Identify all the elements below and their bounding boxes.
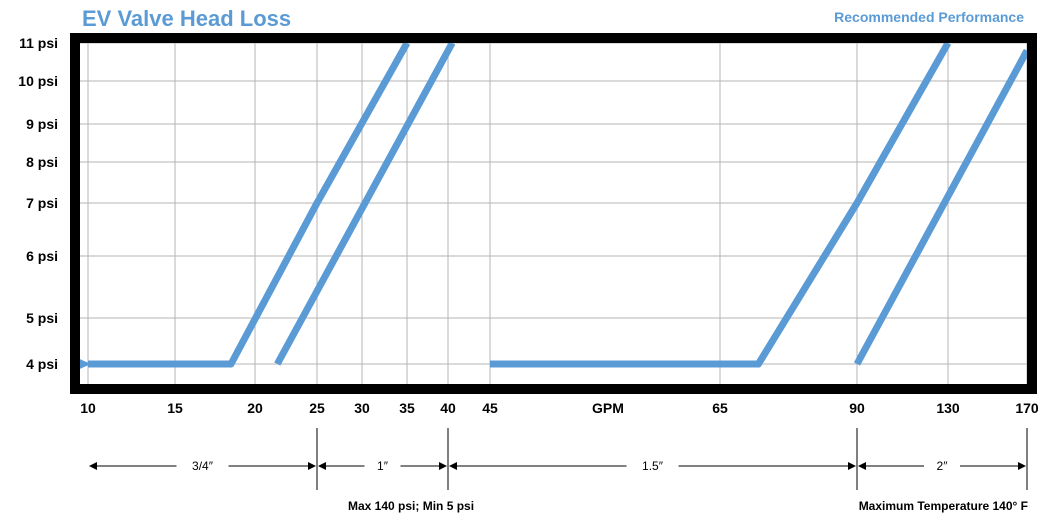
y-tick-label: 5 psi [26, 310, 58, 326]
x-tick-labels: 10 15 20 25 30 35 40 45 65 90 130 170 GPM [80, 400, 1039, 416]
chart-title: EV Valve Head Loss [82, 6, 291, 31]
x-tick-label: 30 [354, 400, 370, 416]
x-tick-label: 10 [80, 400, 96, 416]
series-line-4 [853, 48, 1031, 366]
series-lines [75, 41, 1031, 371]
y-tick-label: 4 psi [26, 356, 58, 372]
y-tick-label: 11 psi [19, 35, 58, 51]
x-axis-label: GPM [592, 400, 624, 416]
pressure-note: Max 140 psi; Min 5 psi [348, 499, 474, 513]
y-tick-label: 7 psi [26, 195, 58, 211]
x-tick-label: 35 [399, 400, 415, 416]
temperature-note: Maximum Temperature 140° F [859, 499, 1028, 513]
gridlines [75, 38, 1032, 389]
series-line-2 [274, 41, 456, 366]
size-range-label: 1.5″ [642, 459, 664, 473]
x-tick-label: 25 [309, 400, 325, 416]
size-range-label: 2″ [937, 459, 949, 473]
size-ranges: 3/4″ 1″ 1.5″ 2″ [89, 428, 1028, 490]
series-line-1 [75, 41, 411, 371]
chart-subtitle: Recommended Performance [834, 9, 1024, 25]
size-range-label: 3/4″ [192, 459, 214, 473]
x-tick-label: 15 [167, 400, 183, 416]
x-tick-label: 40 [440, 400, 456, 416]
x-tick-label: 20 [247, 400, 263, 416]
y-tick-labels: 4 psi 5 psi 6 psi 7 psi 8 psi 9 psi 10 psi 11 p… [18, 35, 58, 372]
x-tick-label: 170 [1015, 400, 1039, 416]
y-tick-label: 6 psi [26, 248, 58, 264]
y-tick-label: 10 psi [18, 73, 58, 89]
plot-frame [70, 33, 1037, 394]
y-tick-label: 9 psi [26, 116, 58, 132]
x-tick-label: 90 [849, 400, 865, 416]
x-tick-label: 65 [712, 400, 728, 416]
series-line-3 [490, 41, 952, 368]
x-tick-label: 45 [482, 400, 498, 416]
y-tick-label: 8 psi [26, 154, 58, 170]
x-tick-label: 130 [936, 400, 960, 416]
size-range-label: 1″ [377, 459, 389, 473]
